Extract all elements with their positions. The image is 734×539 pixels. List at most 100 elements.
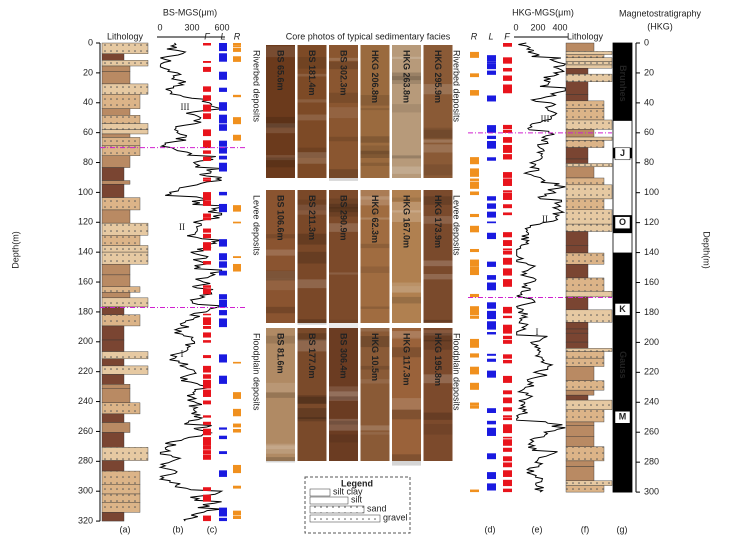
- facies-bar: [470, 353, 479, 358]
- facies-bar: [233, 94, 241, 98]
- facies-bar: [233, 47, 241, 52]
- unit-label: I: [181, 349, 184, 359]
- core-texture: [392, 72, 421, 81]
- facies-bar: [503, 84, 512, 94]
- facies-bar: [487, 157, 496, 161]
- facies-bar: [503, 359, 512, 364]
- facies-bar: [487, 408, 496, 413]
- core-label: HKG 263.8m: [402, 50, 412, 103]
- core-photo: [329, 45, 358, 178]
- core-texture: [392, 197, 421, 202]
- panel-label: (a): [120, 524, 131, 534]
- lithology-bed: [101, 264, 131, 276]
- facies-bar: [203, 285, 211, 288]
- core-photo: [297, 190, 327, 323]
- core-texture: [392, 282, 421, 293]
- core-texture: [360, 108, 390, 111]
- lithology-texture: [102, 223, 148, 236]
- lithology-texture: [102, 502, 140, 513]
- lithology-texture: [102, 235, 140, 246]
- legend-item: sand: [367, 503, 387, 513]
- core-texture: [297, 233, 327, 245]
- lithology-texture: [566, 64, 612, 69]
- lithology-bed: [101, 325, 125, 341]
- core-photo: [297, 328, 327, 461]
- core-texture: [392, 104, 421, 113]
- tick-label: 140: [644, 247, 659, 257]
- facies-bar: [470, 73, 479, 78]
- tick-label: 80: [644, 157, 654, 167]
- lithology-texture: [566, 57, 612, 62]
- core-photo: [266, 190, 295, 323]
- lithology-texture: [566, 119, 612, 130]
- facies-bar: [203, 494, 211, 502]
- core-texture: [423, 273, 453, 280]
- facies-bar: [203, 233, 211, 239]
- core-photo: [423, 328, 453, 461]
- lithology-bed: [101, 71, 131, 85]
- grain-size-curve: [515, 42, 567, 493]
- core-texture: [329, 391, 358, 401]
- core-texture: [423, 260, 453, 267]
- facies-bar: [503, 129, 512, 133]
- lithology-texture: [102, 314, 140, 326]
- lithology-texture: [566, 61, 612, 65]
- facies-bar: [203, 129, 211, 137]
- core-texture: [329, 92, 358, 103]
- facies-bar: [219, 253, 227, 261]
- chron-label: Brunhes: [618, 65, 628, 102]
- tick-label: 200: [530, 22, 545, 32]
- facies-bar: [503, 397, 512, 404]
- facies-bar: [203, 213, 211, 217]
- lithology-bed: [565, 328, 589, 334]
- tick-label: 160: [78, 276, 93, 286]
- tick-label: 300: [644, 486, 659, 496]
- facies-bar: [503, 390, 512, 395]
- lithology-bed: [565, 94, 589, 102]
- facies-bar: [470, 405, 479, 409]
- lithology-texture: [566, 480, 612, 486]
- core-texture: [297, 152, 327, 164]
- facies-bar: [503, 172, 512, 178]
- facies-bar: [233, 515, 241, 519]
- lithology-texture: [566, 291, 612, 297]
- legend-swatch: [309, 514, 381, 523]
- core-texture: [266, 271, 295, 280]
- facies-bar: [470, 293, 479, 298]
- core-label: BS 65.6m: [276, 50, 286, 91]
- facies-bar: [503, 204, 512, 209]
- facies-label: Riverbed deposits: [452, 50, 462, 123]
- lithology-texture: [566, 108, 604, 120]
- core-label: HKG 62.3m: [370, 195, 380, 243]
- lithology-texture: [566, 224, 612, 232]
- legend-title: Legend: [341, 478, 373, 488]
- lithology-bed: [101, 155, 131, 168]
- core-texture: [329, 420, 358, 425]
- lithology-bed: [101, 209, 131, 224]
- lithology-texture: [102, 365, 148, 375]
- facies-bar: [219, 517, 227, 522]
- column-title: Magnetostratigraphy: [619, 8, 702, 18]
- core-photo: [392, 328, 421, 461]
- facies-bar: [203, 332, 211, 338]
- core-label: HKG 206.8m: [370, 50, 380, 103]
- core-texture: [392, 398, 421, 410]
- core-texture: [297, 251, 327, 264]
- facies-bar: [233, 43, 241, 46]
- facies-bar: [219, 318, 227, 328]
- tick-label: 240: [644, 397, 659, 407]
- photos-title: Core photos of typical sedimentary facie…: [286, 31, 451, 41]
- core-label: BS 306.4m: [339, 333, 349, 379]
- core-texture: [329, 107, 358, 119]
- facies-bar: [203, 150, 211, 154]
- facies-bar: [203, 217, 211, 221]
- core-texture: [360, 306, 390, 309]
- core-texture: [297, 339, 327, 352]
- facies-bar: [219, 191, 227, 196]
- core-texture: [392, 331, 421, 338]
- chron-label: J: [620, 148, 625, 158]
- facies-bar: [503, 212, 512, 216]
- lithology-bed: [101, 422, 131, 433]
- lithology-bed: [565, 332, 589, 343]
- lithology-texture: [566, 485, 604, 493]
